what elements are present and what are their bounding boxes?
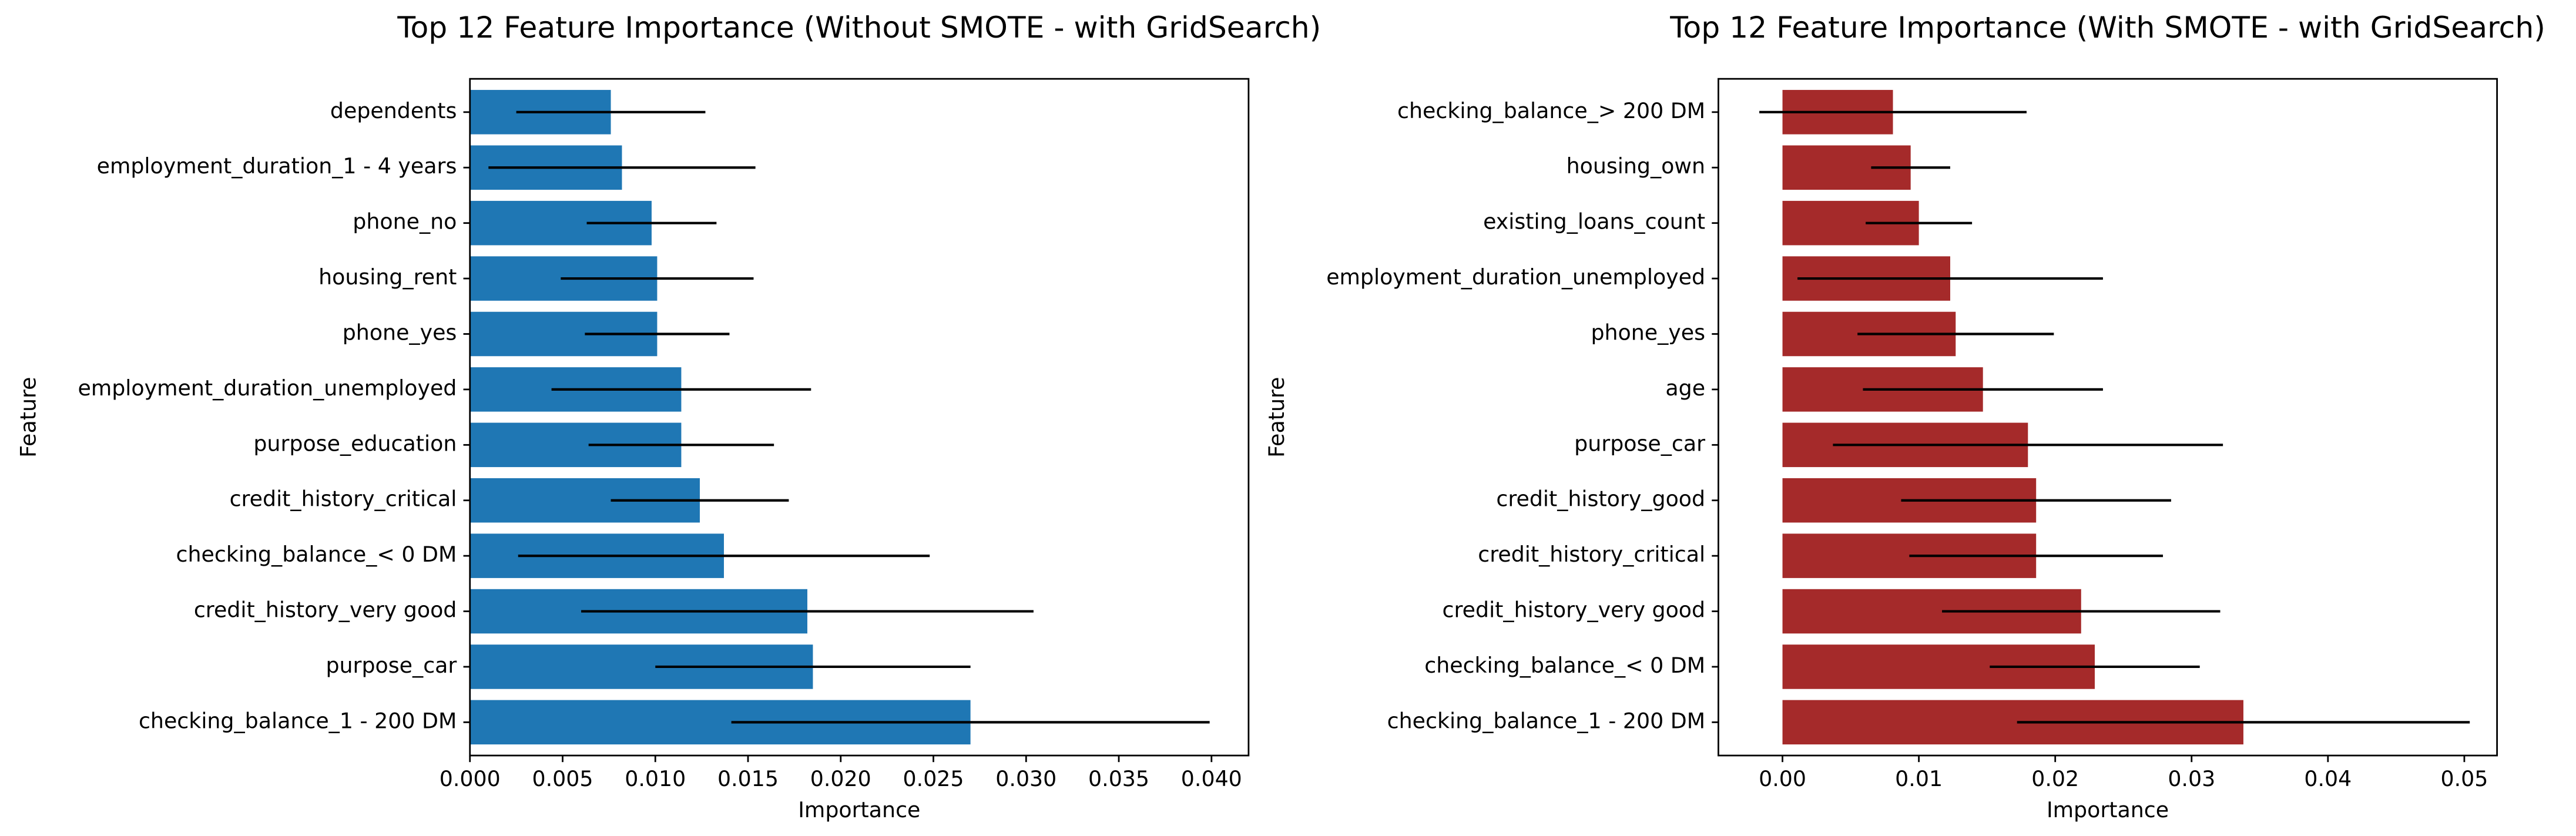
y-tick-label: checking_balance_1 - 200 DM [139,708,457,733]
x-tick-label: 0.03 [2168,766,2215,791]
y-tick-label: purpose_education [253,431,457,456]
x-tick-label: 0.05 [2440,766,2488,791]
y-tick-label: checking_balance_< 0 DM [1424,653,1705,678]
x-tick-label: 0.040 [1181,766,1242,791]
x-axis-label: Importance [2047,797,2169,822]
y-tick-label: purpose_car [1574,431,1705,456]
x-tick-label: 0.020 [810,766,871,791]
x-tick-label: 0.035 [1088,766,1149,791]
x-tick-label: 0.02 [2031,766,2079,791]
y-tick-label: phone_yes [1591,320,1705,345]
y-tick-label: credit_history_very good [194,597,457,623]
y-axis-label: Feature [16,377,41,457]
y-tick-label: housing_rent [318,264,457,290]
y-tick-label: credit_history_good [1496,486,1705,512]
x-tick-label: 0.030 [995,766,1056,791]
x-tick-label: 0.01 [1895,766,1943,791]
y-tick-label: phone_no [353,209,457,234]
y-tick-label: checking_balance_< 0 DM [176,542,457,567]
y-tick-label: employment_duration_unemployed [78,375,457,401]
y-tick-label: checking_balance_1 - 200 DM [1387,708,1705,733]
y-tick-label: age [1665,375,1705,401]
chart-title: Top 12 Feature Importance (Without SMOTE… [397,10,1321,45]
y-tick-label: credit_history_very good [1443,597,1706,623]
chart-title: Top 12 Feature Importance (With SMOTE - … [1669,10,2545,45]
x-tick-label: 0.04 [2304,766,2352,791]
x-tick-label: 0.000 [440,766,501,791]
x-axis-label: Importance [798,797,920,822]
y-axis-label: Feature [1264,377,1289,457]
y-tick-label: checking_balance_> 200 DM [1397,98,1705,123]
plot-frame [1718,78,2498,757]
y-tick-label: phone_yes [343,320,457,345]
x-tick-label: 0.005 [532,766,593,791]
y-tick-label: employment_duration_1 - 4 years [97,153,457,179]
x-tick-label: 0.025 [903,766,964,791]
y-tick-label: housing_own [1567,153,1706,179]
y-tick-label: credit_history_critical [1478,542,1705,567]
y-tick-label: credit_history_critical [230,486,457,512]
y-tick-label: employment_duration_unemployed [1326,264,1705,290]
y-tick-label: dependents [330,98,457,123]
x-tick-label: 0.00 [1759,766,1806,791]
y-tick-label: existing_loans_count [1483,209,1705,234]
x-tick-label: 0.015 [717,766,779,791]
y-tick-label: purpose_car [326,653,457,678]
x-tick-label: 0.010 [625,766,686,791]
plot-frame [469,78,1250,757]
